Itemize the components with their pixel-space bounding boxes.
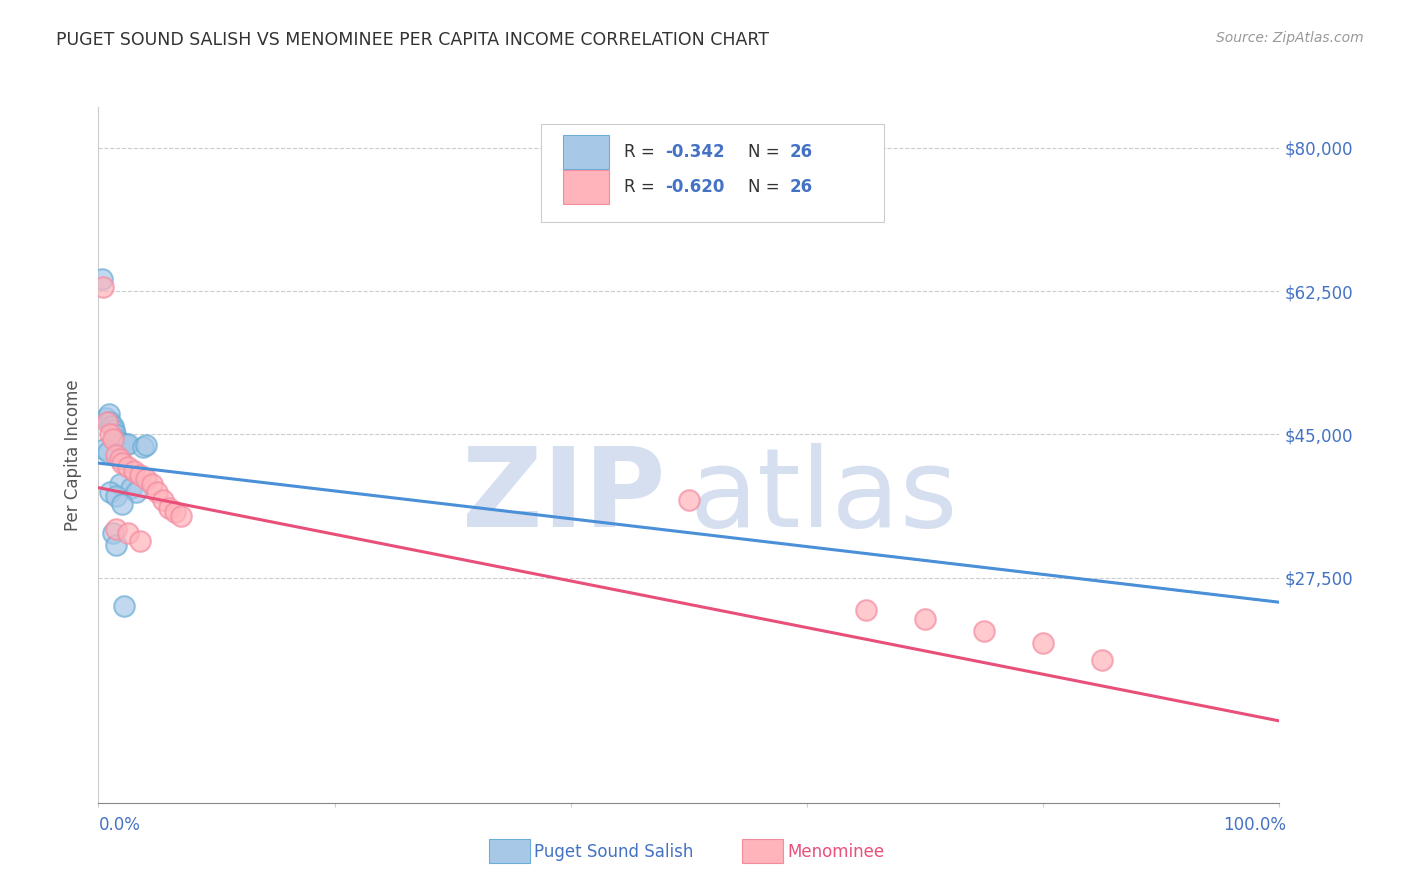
Point — [170, 509, 193, 524]
Point — [105, 489, 128, 503]
Point — [104, 427, 127, 442]
Text: ZIP: ZIP — [463, 443, 665, 550]
Point — [98, 407, 121, 421]
Text: N =: N = — [748, 144, 785, 161]
Point — [111, 456, 134, 470]
Point — [122, 464, 145, 478]
Text: Source: ZipAtlas.com: Source: ZipAtlas.com — [1216, 31, 1364, 45]
Point — [96, 415, 118, 429]
Point — [135, 438, 157, 452]
Point — [98, 427, 121, 442]
Point — [101, 525, 124, 540]
Text: R =: R = — [624, 144, 659, 161]
Point — [146, 484, 169, 499]
Point — [100, 419, 122, 434]
Text: PUGET SOUND SALISH VS MENOMINEE PER CAPITA INCOME CORRELATION CHART: PUGET SOUND SALISH VS MENOMINEE PER CAPI… — [56, 31, 769, 49]
Point — [112, 599, 135, 614]
Point — [132, 440, 155, 454]
Text: Puget Sound Salish: Puget Sound Salish — [534, 843, 693, 861]
Point — [914, 612, 936, 626]
FancyBboxPatch shape — [562, 136, 609, 169]
Text: 26: 26 — [789, 144, 813, 161]
Point — [101, 419, 124, 434]
Point — [111, 497, 134, 511]
Point — [121, 481, 143, 495]
Point — [117, 525, 139, 540]
Text: R =: R = — [624, 178, 659, 196]
Point — [117, 437, 139, 451]
Y-axis label: Per Capita Income: Per Capita Income — [65, 379, 83, 531]
Point — [103, 423, 125, 437]
Point — [152, 492, 174, 507]
Text: N =: N = — [748, 178, 785, 196]
Point — [125, 484, 148, 499]
Point — [98, 415, 121, 429]
Point — [91, 272, 114, 286]
Point — [98, 484, 121, 499]
Point — [1032, 636, 1054, 650]
Point — [105, 522, 128, 536]
Point — [678, 492, 700, 507]
Point — [1091, 652, 1114, 666]
Point — [141, 476, 163, 491]
Point — [105, 448, 128, 462]
Point — [93, 442, 115, 457]
Text: -0.620: -0.620 — [665, 178, 724, 196]
Point — [855, 603, 877, 617]
Point — [117, 460, 139, 475]
Point — [135, 473, 157, 487]
Point — [111, 435, 134, 450]
Point — [108, 452, 131, 467]
Point — [128, 468, 150, 483]
Point — [973, 624, 995, 638]
FancyBboxPatch shape — [541, 124, 884, 222]
Text: 26: 26 — [789, 178, 813, 196]
Text: atlas: atlas — [689, 443, 957, 550]
Point — [105, 538, 128, 552]
Point — [114, 437, 136, 451]
Text: -0.342: -0.342 — [665, 144, 725, 161]
Text: 100.0%: 100.0% — [1223, 816, 1286, 834]
Point — [94, 411, 117, 425]
Point — [101, 432, 124, 446]
Point — [105, 432, 128, 446]
Text: 0.0%: 0.0% — [98, 816, 141, 834]
Text: Menominee: Menominee — [787, 843, 884, 861]
Point — [107, 435, 129, 450]
Point — [157, 501, 180, 516]
Point — [97, 445, 120, 459]
Point — [128, 533, 150, 548]
Point — [165, 505, 187, 519]
FancyBboxPatch shape — [562, 170, 609, 204]
Point — [108, 476, 131, 491]
Point — [91, 280, 114, 294]
